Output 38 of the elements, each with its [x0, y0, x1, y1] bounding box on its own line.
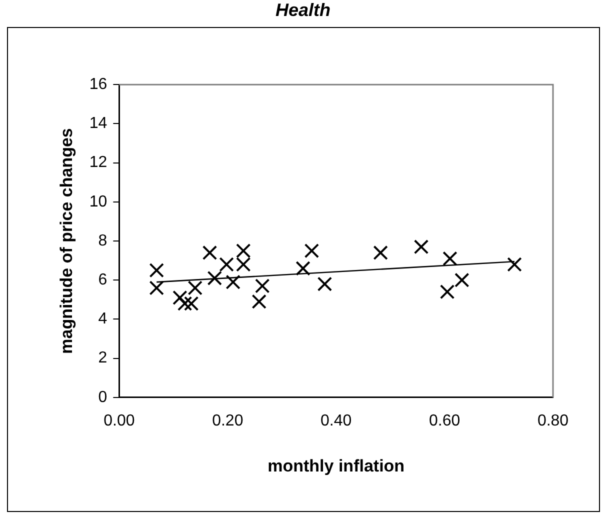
- y-axis-title: magnitude of price changes: [56, 128, 76, 354]
- y-tick-label: 10: [89, 193, 108, 210]
- point: [442, 251, 458, 266]
- point: [254, 278, 270, 294]
- y-tick-label: 12: [89, 154, 108, 172]
- point: [177, 296, 192, 311]
- chart-title: Health: [275, 0, 331, 20]
- point: [373, 245, 388, 260]
- y-tick-label: 2: [98, 350, 108, 367]
- point: [454, 272, 470, 288]
- point: [414, 240, 429, 254]
- point: [304, 243, 320, 258]
- point: [149, 262, 164, 278]
- point: [188, 280, 202, 296]
- x-tick-label: 0.20: [212, 412, 244, 430]
- y-tick-label: 0: [98, 388, 108, 406]
- x-tick-label: 0.00: [104, 412, 135, 430]
- point: [184, 296, 199, 311]
- x-tick-label: 0.80: [537, 412, 569, 430]
- point: [296, 261, 310, 276]
- point: [172, 290, 188, 306]
- y-tick-label: 6: [98, 272, 108, 289]
- x-axis-title: monthly inflation: [268, 456, 405, 476]
- point: [207, 270, 222, 286]
- point: [317, 276, 332, 292]
- y-tick-label: 8: [98, 232, 108, 250]
- point: [149, 280, 164, 296]
- x-tick-label: 0.60: [428, 412, 460, 430]
- point: [507, 257, 522, 272]
- point: [440, 284, 455, 300]
- point: [252, 294, 266, 309]
- point: [202, 245, 218, 260]
- point: [226, 274, 240, 290]
- y-tick-label: 4: [98, 310, 108, 328]
- point: [219, 257, 234, 272]
- y-tick-label: 14: [89, 115, 108, 132]
- x-tick-label: 0.40: [320, 412, 352, 430]
- y-tick-label: 16: [89, 76, 108, 94]
